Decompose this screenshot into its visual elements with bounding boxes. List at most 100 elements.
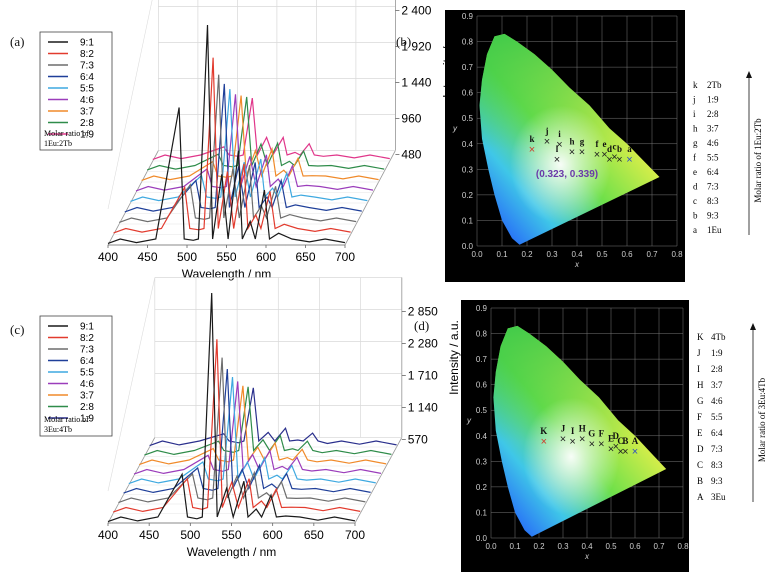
cie-point-marker: ×	[622, 446, 628, 458]
cie-y-label: y	[452, 124, 458, 133]
cie-point-label: B	[622, 436, 628, 446]
cie-point-label: f	[596, 139, 600, 149]
side-grid	[107, 0, 153, 210]
cie-x-tick: 0.5	[596, 250, 608, 259]
legend-label: 4:6	[80, 379, 94, 390]
cie-y-tick: 0.6	[476, 381, 488, 390]
cie-y-tick: 0.5	[476, 406, 488, 415]
panel-label-b: (b)	[396, 34, 412, 49]
x-tick-label: 450	[139, 528, 159, 542]
cie-y-tick: 0.0	[476, 534, 488, 543]
ratio-value: 3:7	[711, 380, 723, 390]
legend-label: 2:8	[80, 118, 94, 129]
cie-point-label: i	[558, 129, 561, 139]
cie-x-tick: 0.1	[496, 250, 508, 259]
legend-title-line2: 1Eu:2Tb	[44, 139, 72, 148]
ratio-arrow-head	[750, 323, 756, 330]
ratio-value: 4:6	[711, 396, 723, 406]
cie-x-tick: 0.6	[629, 542, 641, 551]
cie-y-tick: 0.1	[462, 216, 474, 225]
cie-y-tick: 0.2	[462, 191, 474, 200]
cie-white-point	[479, 33, 660, 245]
ratio-arrow-head	[746, 71, 752, 78]
cie-point-marker: ×	[554, 154, 560, 166]
x-tick-label: 400	[98, 528, 118, 542]
x-axis-title: Wavelength / nm	[182, 267, 272, 281]
cie-x-tick: 0.7	[646, 250, 658, 259]
z-tick-label: 1 140	[408, 401, 438, 415]
ratio-value: 5:5	[707, 153, 719, 163]
cie-point-marker: ×	[632, 446, 638, 458]
cie-point-marker: ×	[608, 444, 614, 456]
ratio-key: j	[692, 95, 696, 105]
depth-axis-left	[107, 150, 159, 246]
cie-y-tick: 0.9	[462, 12, 474, 21]
x-tick-label: 550	[221, 528, 241, 542]
legend-label: 3:7	[80, 107, 94, 118]
legend-label: 6:4	[80, 356, 94, 367]
cie-y-tick: 0.3	[476, 457, 488, 466]
z-tick-label: 1 920	[401, 40, 431, 54]
legend-label: 8:2	[80, 49, 94, 60]
ratio-value: 2Tb	[707, 80, 722, 90]
legend-box	[39, 315, 113, 437]
cie-point-label: k	[529, 134, 534, 144]
cie-y-tick: 0.7	[476, 355, 488, 364]
ratio-value: 8:3	[711, 460, 723, 470]
cie-point-marker: ×	[626, 154, 632, 166]
legend-label: 6:4	[80, 72, 94, 83]
cie-x-tick: 0.3	[546, 250, 558, 259]
ratio-value: 6:4	[711, 428, 723, 438]
cie-y-tick: 0.3	[462, 165, 474, 174]
cie-y-tick: 0.6	[462, 89, 474, 98]
legend-label: 8:2	[80, 333, 94, 344]
x-tick-label: 500	[177, 250, 197, 264]
cie-point-label: E	[608, 434, 614, 444]
legend-label: 9:1	[80, 38, 94, 49]
spectrum-line-1-9	[149, 387, 397, 447]
panel-label-a: (a)	[10, 34, 25, 49]
ratio-key: E	[697, 428, 703, 438]
cie-point-marker: ×	[560, 433, 566, 445]
ratio-key: i	[693, 109, 696, 119]
z-tick-label: 2 280	[408, 337, 438, 351]
depth-axis-right	[344, 150, 396, 246]
cie-x-tick: 0.7	[653, 542, 665, 551]
cie-point-marker: ×	[544, 136, 550, 148]
ratio-value: 9:3	[711, 476, 723, 486]
ratio-key: h	[693, 124, 698, 134]
side-grid	[107, 277, 156, 492]
cie-y-tick: 0.2	[476, 483, 488, 492]
ratio-key: K	[697, 332, 704, 342]
cie-point-label: J	[561, 423, 566, 433]
spectrum-line-6-4	[124, 83, 362, 213]
ratio-value: 9:3	[707, 211, 719, 221]
ratio-key: A	[697, 492, 704, 502]
x-tick-label: 700	[335, 250, 355, 264]
cie-x-tick: 0.2	[521, 250, 533, 259]
x-tick-label: 600	[263, 528, 283, 542]
legend-label: 2:8	[80, 402, 94, 413]
cie-point-label: h	[569, 136, 574, 146]
cie-y-tick: 0.4	[462, 140, 474, 149]
cie-point-label: C	[617, 436, 624, 446]
cie-point-marker: ×	[569, 146, 575, 158]
ratio-value: 5:5	[711, 412, 723, 422]
cie-x-tick: 0.0	[471, 250, 483, 259]
spectrum-line-6-4	[123, 368, 371, 494]
x-tick-label: 550	[216, 250, 236, 264]
cie-y-tick: 0.5	[462, 114, 474, 123]
ratio-key: f	[693, 153, 696, 163]
cie-point-label: a	[627, 144, 632, 154]
cie-x-tick: 0.8	[677, 542, 689, 551]
spectrum-line-9-1	[107, 24, 346, 244]
spectrum-line-8-2	[112, 339, 361, 513]
ratio-key: D	[697, 444, 704, 454]
legend-label: 5:5	[80, 368, 94, 379]
cie-x-tick: 0.0	[485, 542, 497, 551]
ratio-key: e	[693, 167, 697, 177]
cie-white-point	[493, 325, 667, 537]
cie-point-label: l	[556, 144, 559, 154]
legend-label: 5:5	[80, 84, 94, 95]
spectrum-line-4-6	[135, 94, 374, 192]
